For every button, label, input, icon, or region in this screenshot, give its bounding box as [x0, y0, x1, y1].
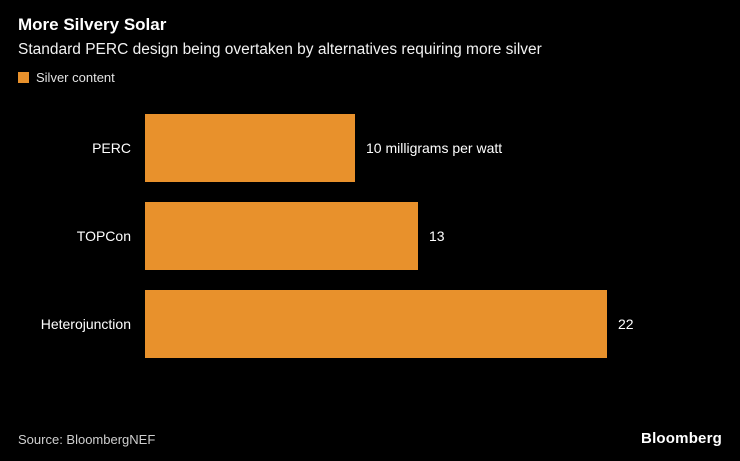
- category-label: TOPCon: [76, 228, 131, 244]
- bloomberg-logo: Bloomberg: [641, 430, 722, 447]
- value-label: 13: [429, 228, 445, 244]
- value-label: 10 milligrams per watt: [366, 140, 503, 156]
- bar-row-topcon: TOPCon 13: [18, 202, 722, 270]
- category-label: Heterojunction: [40, 316, 131, 332]
- legend-label: Silver content: [36, 70, 115, 85]
- value-label: 22: [618, 316, 634, 332]
- bar-chart: PERC 10 milligrams per watt TOPCon 13 He…: [18, 114, 722, 358]
- bar-heterojunction: [145, 290, 607, 358]
- bar-topcon: [145, 202, 418, 270]
- bar-row-perc: PERC 10 milligrams per watt: [18, 114, 722, 182]
- bar-row-heterojunction: Heterojunction 22: [18, 290, 722, 358]
- chart-subtitle: Standard PERC design being overtaken by …: [18, 41, 542, 58]
- legend: Silver content: [18, 70, 722, 85]
- bar-perc: [145, 114, 355, 182]
- legend-swatch-icon: [18, 72, 29, 83]
- chart-title: More Silvery Solar: [18, 15, 167, 34]
- category-label: PERC: [92, 140, 131, 156]
- source-attribution: Source: BloombergNEF: [18, 432, 156, 447]
- footer: Source: BloombergNEF Bloomberg: [18, 430, 722, 447]
